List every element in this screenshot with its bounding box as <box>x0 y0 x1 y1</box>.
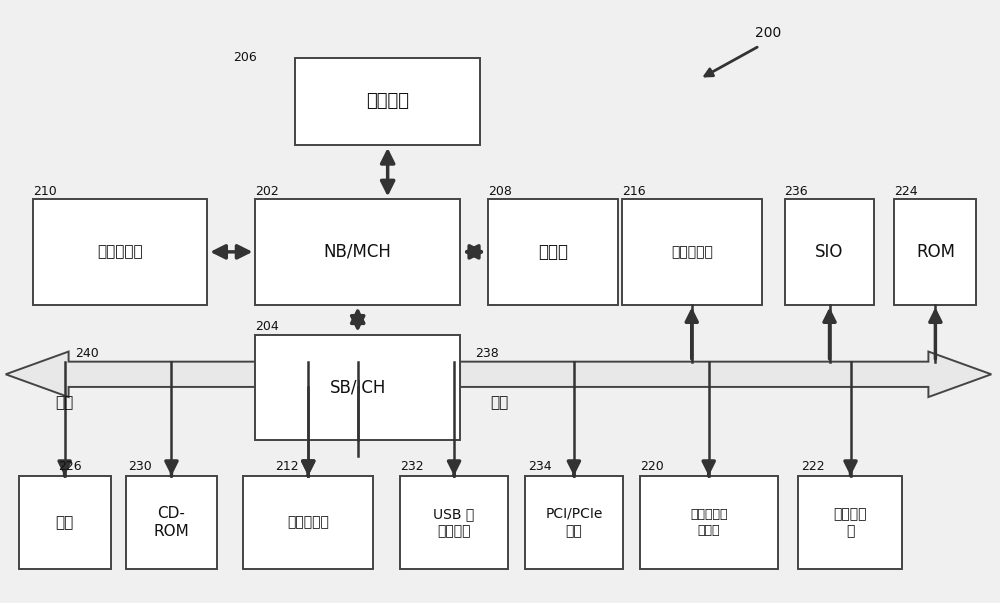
Text: 处理单元: 处理单元 <box>366 92 409 110</box>
Bar <box>798 476 902 569</box>
Text: 204: 204 <box>255 320 279 333</box>
Text: 总线: 总线 <box>56 395 74 410</box>
Text: 222: 222 <box>802 460 825 473</box>
Text: SIO: SIO <box>815 243 844 261</box>
Text: 240: 240 <box>76 347 99 361</box>
Text: 220: 220 <box>640 460 664 473</box>
Text: USB 和
其他端口: USB 和 其他端口 <box>433 507 475 538</box>
Bar <box>622 199 762 305</box>
Text: 图形处理器: 图形处理器 <box>97 244 143 259</box>
Bar <box>255 199 460 305</box>
Bar <box>126 476 217 569</box>
Text: 232: 232 <box>400 460 424 473</box>
Text: 210: 210 <box>33 185 56 198</box>
Bar <box>894 199 976 305</box>
Text: 216: 216 <box>622 185 645 198</box>
Text: 主内存: 主内存 <box>538 243 568 261</box>
Text: 键盘和鼠标
适配器: 键盘和鼠标 适配器 <box>690 508 727 537</box>
Text: 总线: 总线 <box>490 395 508 410</box>
Text: 磁盘: 磁盘 <box>55 515 74 530</box>
Bar <box>640 476 778 569</box>
Text: 224: 224 <box>894 185 918 198</box>
Text: 212: 212 <box>275 460 299 473</box>
Text: 230: 230 <box>129 460 152 473</box>
Text: SB/ICH: SB/ICH <box>330 378 386 396</box>
Text: 200: 200 <box>755 26 781 40</box>
Bar <box>295 58 480 145</box>
Text: 202: 202 <box>255 185 279 198</box>
Text: 236: 236 <box>785 185 808 198</box>
Text: 234: 234 <box>528 460 552 473</box>
Text: NB/MCH: NB/MCH <box>324 243 392 261</box>
Text: 调制解调
器: 调制解调 器 <box>833 507 867 538</box>
Polygon shape <box>460 352 991 397</box>
Text: 音频适配器: 音频适配器 <box>671 245 713 259</box>
Bar <box>255 335 460 440</box>
Text: 208: 208 <box>488 185 512 198</box>
Text: PCI/PCIe
设备: PCI/PCIe 设备 <box>545 507 603 538</box>
Polygon shape <box>6 352 255 397</box>
Bar <box>785 199 874 305</box>
Text: ROM: ROM <box>916 243 955 261</box>
Bar <box>400 476 508 569</box>
Bar <box>488 199 618 305</box>
Bar <box>525 476 623 569</box>
Bar <box>19 476 111 569</box>
Text: 226: 226 <box>59 460 82 473</box>
Text: 网络适配器: 网络适配器 <box>287 516 329 529</box>
Bar <box>243 476 373 569</box>
Text: 238: 238 <box>475 347 499 361</box>
Text: CD-
ROM: CD- ROM <box>154 506 189 540</box>
Text: 206: 206 <box>233 51 257 64</box>
Bar <box>33 199 207 305</box>
